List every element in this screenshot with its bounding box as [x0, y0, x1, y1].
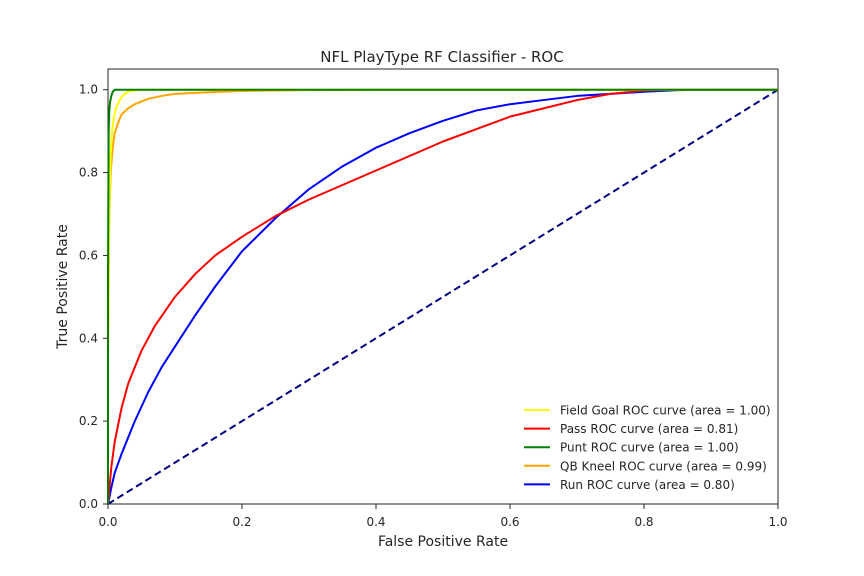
y-tick-label: 0.2 [79, 414, 98, 428]
legend-label: Punt ROC curve (area = 1.00) [560, 441, 739, 455]
series-line-2 [107, 88, 778, 504]
legend-label: Pass ROC curve (area = 0.81) [560, 422, 738, 436]
x-tick-label: 0.6 [500, 515, 519, 529]
x-axis-label: False Positive Rate [378, 534, 508, 550]
legend-label: QB Kneel ROC curve (area = 0.99) [560, 459, 767, 473]
y-tick-label: 0.4 [79, 331, 98, 345]
legend-label: Run ROC curve (area = 0.80) [560, 478, 735, 492]
y-tick-label: 0.6 [79, 248, 98, 262]
legend: Field Goal ROC curve (area = 1.00) Pass R… [524, 404, 771, 492]
chart-title: NFL PlayType RF Classifier - ROC [320, 48, 563, 66]
series-line-0 [107, 88, 778, 504]
x-axis-ticks: 0.0 0.2 0.4 0.6 0.8 1.0 [98, 504, 788, 529]
x-tick-label: 1.0 [768, 515, 787, 529]
series-line-1 [107, 88, 778, 505]
x-tick-label: 0.0 [98, 515, 117, 529]
x-tick-label: 0.4 [366, 515, 385, 529]
series-layer [107, 88, 778, 505]
plot-area [107, 68, 779, 505]
y-tick-label: 0.0 [79, 497, 98, 511]
x-tick-label: 0.8 [634, 515, 653, 529]
y-axis-ticks: 0.0 0.2 0.4 0.6 0.8 1.0 [79, 83, 108, 511]
y-axis-label: True Positive Rate [55, 224, 71, 350]
y-tick-label: 1.0 [79, 83, 98, 97]
x-tick-label: 0.2 [232, 515, 251, 529]
legend-label: Field Goal ROC curve (area = 1.00) [560, 404, 771, 418]
y-tick-label: 0.8 [79, 166, 98, 180]
